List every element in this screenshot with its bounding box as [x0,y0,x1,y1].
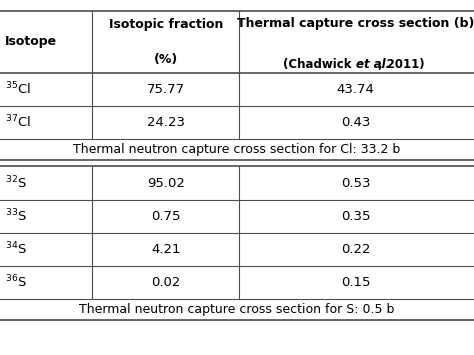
Text: 43.74: 43.74 [337,83,374,96]
Text: (%): (%) [154,53,178,66]
Text: Thermal neutron capture cross section for S: 0.5 b: Thermal neutron capture cross section fo… [79,303,395,316]
Text: , 2011): , 2011) [378,59,425,71]
Text: 0.53: 0.53 [341,176,370,190]
Text: 75.77: 75.77 [147,83,185,96]
Text: $^{33}$S: $^{33}$S [5,208,27,224]
Text: Thermal neutron capture cross section for Cl: 33.2 b: Thermal neutron capture cross section fo… [73,143,401,156]
Text: 24.23: 24.23 [147,116,185,129]
Text: 0.35: 0.35 [341,209,370,223]
Text: 0.75: 0.75 [151,209,181,223]
Text: 0.15: 0.15 [341,275,370,289]
Text: 0.02: 0.02 [151,275,181,289]
Text: $^{35}$Cl: $^{35}$Cl [5,81,31,98]
Text: 0.43: 0.43 [341,116,370,129]
Text: Isotope: Isotope [5,35,57,48]
Text: $^{34}$S: $^{34}$S [5,241,27,257]
Text: Thermal capture cross section (b): Thermal capture cross section (b) [237,17,474,30]
Text: $^{32}$S: $^{32}$S [5,175,27,191]
Text: 4.21: 4.21 [151,242,181,256]
Text: $^{36}$S: $^{36}$S [5,274,27,290]
Text: (Chadwick: (Chadwick [283,59,356,71]
Text: $^{37}$Cl: $^{37}$Cl [5,114,31,131]
Text: Isotopic fraction: Isotopic fraction [109,18,223,31]
Text: 0.22: 0.22 [341,242,370,256]
Text: 95.02: 95.02 [147,176,185,190]
Text: et al.: et al. [356,59,390,71]
